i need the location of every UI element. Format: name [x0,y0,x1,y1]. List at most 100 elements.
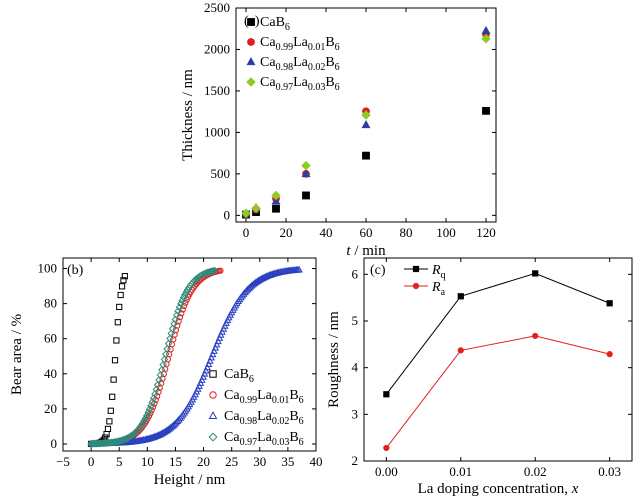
data-point [202,269,211,277]
legend-label-part: Ca [224,430,240,445]
data-point [149,394,158,402]
x-tick-label: 20 [197,454,210,469]
y-tick-label: 500 [211,166,231,181]
data-point [151,390,159,398]
data-point [113,337,120,344]
plot-frame [62,257,317,452]
x-tick-label: 100 [436,225,456,240]
legend-label-part: 6 [335,82,340,93]
legend-marker [209,370,217,378]
data-point [120,277,127,284]
data-point [104,425,112,432]
legend-marker [246,57,256,66]
data-point [481,33,491,44]
legend-label-part: La [293,55,309,70]
data-point [207,353,216,361]
data-point [117,436,125,445]
x-tick-label: 60 [360,225,373,240]
legend-label-part: 0.03 [308,82,326,93]
y-tick-label: 0 [51,436,58,451]
data-point [153,381,162,389]
data-point [362,151,370,160]
data-point [168,324,177,333]
x-tick-label: 5 [116,454,123,469]
plot-frame [363,257,633,462]
x-axis-label-unit: / min [351,243,387,259]
series-line [385,335,610,449]
legend-label-main: R [431,280,441,295]
data-point [271,190,281,201]
legend-label-part: B [325,75,334,90]
data-point [174,322,181,329]
data-point [170,320,178,328]
panel-tag: (c) [370,263,386,278]
legend-label-part: B [289,409,298,424]
data-point [383,444,390,452]
data-point [106,418,113,425]
data-point [295,265,303,273]
legend-marker [247,38,255,46]
data-point [156,371,165,379]
data-point [206,356,214,364]
data-point [182,288,191,296]
legend-label-part: 6 [285,22,290,33]
legend-label: Ca0.99La0.01B6 [224,388,304,406]
data-point [213,340,221,348]
data-point [163,345,172,353]
y-tick-label: 100 [38,261,58,276]
legend-label-part: 0.01 [272,395,290,406]
legend-label: Ra [431,280,446,298]
data-point [137,421,146,430]
legend-label-part: B [325,35,334,50]
data-point [110,376,117,383]
x-tick-label: 0.00 [375,464,398,479]
panel-b: −5 0 5 10 15 20 25 30 35 40 0 20 40 60 80 100 (b) Height … [9,257,323,488]
data-point [109,393,116,400]
data-point [167,329,176,338]
legend-label-part: 6 [249,374,254,385]
data-point [214,337,222,345]
data-point [204,360,213,367]
legend-label-part: Ca [260,75,276,90]
legend-label-part: Ca [260,55,276,70]
x-tick-label: −5 [56,454,70,469]
legend-marker [412,265,420,273]
data-point [159,360,167,369]
legend-label-part: 0.98 [276,62,294,73]
data-point [157,366,166,374]
x-tick-label: 40 [310,454,323,469]
legend-label: CaB6 [260,15,290,33]
x-tick-label: 15 [169,454,182,469]
data-point [209,267,218,275]
y-tick-label: 0 [224,207,231,222]
legend-label-main: R [431,263,441,278]
legend-label-part: La [257,430,273,445]
legend-label-part: Ca [224,409,240,424]
data-point [532,270,539,277]
legend-label-part: 6 [335,62,340,73]
legend-label-part: B [289,388,298,403]
data-point [241,208,251,219]
x-axis-label-text: La doping concentration, [418,481,572,497]
data-point [606,300,613,307]
panel-tag: (b) [67,263,84,278]
data-point [302,191,310,200]
legend-label-part: Ca [224,388,240,403]
y-tick-label: 2500 [204,0,230,15]
x-tick-label: 0.01 [449,464,472,479]
panel-a: 02040608010012005001000150020002500(a)t … [180,0,497,259]
legend-label-part: B [325,55,334,70]
legend-label-part: La [293,75,309,90]
y-tick-label: 40 [44,366,57,381]
legend-label: CaB6 [224,367,254,385]
x-tick-label: 0.03 [598,464,621,479]
data-point [482,106,490,115]
data-point [208,350,217,358]
data-point [215,334,224,341]
data-point [361,110,371,120]
legend-label-part: 0.98 [240,416,258,427]
legend-label-part: 0.99 [240,395,258,406]
legend-marker [208,432,218,442]
legend-marker [209,391,217,399]
data-point [118,283,126,290]
